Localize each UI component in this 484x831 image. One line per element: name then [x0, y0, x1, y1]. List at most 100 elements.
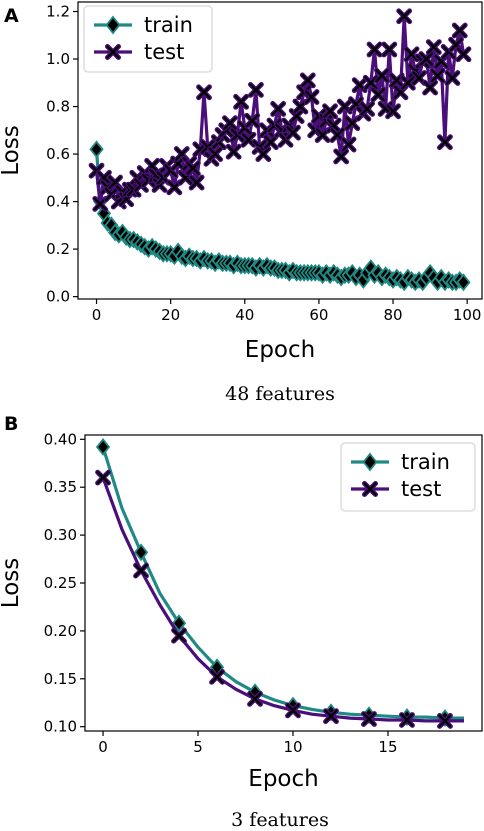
panel-b-caption: 3 features: [231, 809, 329, 831]
series-point-train: [171, 614, 187, 633]
x-tick-label: 60: [309, 306, 328, 324]
series-point-test: [190, 176, 204, 190]
legend-marker-train: [362, 452, 378, 472]
x-tick-label: 100: [453, 306, 482, 324]
series-point-test: [301, 73, 315, 87]
x-tick-label: 40: [235, 306, 254, 324]
series-point-test: [264, 135, 278, 149]
series-point-test: [423, 80, 437, 95]
series-point-test: [241, 133, 256, 147]
panel-a-letter: A: [4, 5, 19, 27]
series-point-test: [96, 471, 110, 485]
y-tick-label: 0.15: [44, 670, 77, 688]
series-point-test: [256, 147, 270, 161]
series-point-test: [382, 42, 396, 57]
y-tick-label: 0.2: [46, 240, 70, 258]
x-axis-label: Epoch: [248, 766, 318, 792]
legend-label-train: train: [144, 13, 193, 37]
series-point-test: [172, 629, 186, 643]
series-point-test: [210, 670, 224, 684]
y-tick-label: 0.30: [44, 526, 77, 544]
series-point-test: [134, 563, 148, 578]
series-point-test: [342, 138, 356, 152]
x-tick-label: 0: [92, 306, 102, 324]
series-point-test: [286, 126, 300, 140]
series-point-test: [397, 9, 411, 23]
series-point-test: [405, 47, 419, 61]
legend-marker-test: [363, 482, 377, 496]
series-point-test: [286, 703, 300, 717]
series-point-test: [453, 23, 467, 38]
series-point-test: [371, 88, 385, 102]
series-point-test: [323, 104, 337, 118]
legend-marker-train: [105, 15, 121, 35]
series-point-test: [208, 147, 222, 161]
series-point-test: [419, 52, 433, 66]
panel-a: A 0 20 40 60 80 100 0.0 0.2 0.4 0.6 0.8 1.0 1.2 Epoch…: [0, 1, 483, 405]
legend: train test: [340, 442, 476, 512]
y-tick-label: 0.25: [44, 574, 77, 592]
series-point-test: [360, 102, 374, 116]
panel-a-caption: 48 features: [225, 383, 335, 405]
y-tick-label: 0.0: [46, 288, 70, 306]
series-point-test: [438, 714, 452, 728]
x-axis-label: Epoch: [245, 337, 315, 363]
panel-b-plot: 0 5 10 15 0.10 0.15 0.20 0.25 0.30 0.35 0.40 Epoch L…: [0, 430, 483, 792]
series-point-test: [334, 149, 348, 163]
series-point-test: [362, 712, 376, 726]
series-point-test: [364, 76, 378, 90]
series-point-test: [430, 69, 445, 83]
series-point-train: [89, 140, 104, 159]
y-tick-label: 0.40: [44, 430, 77, 448]
panel-b: B 0 5 10 15 0.10 0.15 0.20 0.25 0.30 0.35 0.40 Epoc…: [0, 413, 483, 831]
y-tick-label: 0.20: [44, 622, 77, 640]
series-point-test: [304, 90, 319, 104]
y-tick-label: 0.8: [46, 98, 70, 116]
legend-marker-test: [106, 45, 120, 59]
series-point-test: [227, 145, 241, 159]
y-tick-label: 0.10: [44, 718, 77, 736]
legend: train test: [83, 5, 213, 73]
y-axis-label: Loss: [0, 558, 24, 608]
series-point-test: [234, 95, 248, 109]
y-tick-label: 0.6: [46, 145, 70, 163]
legend-label-test: test: [401, 477, 441, 501]
series-point-test: [248, 692, 262, 706]
y-tick-label: 0.4: [46, 193, 70, 211]
series-point-test: [401, 76, 415, 90]
series-point-test: [245, 114, 259, 128]
x-tick-label: 5: [193, 738, 203, 756]
series-point-test: [445, 71, 459, 85]
series-point-test: [456, 47, 471, 61]
series-point-test: [400, 713, 414, 727]
series-point-test: [427, 40, 441, 54]
panel-b-letter: B: [4, 413, 18, 435]
series-point-test: [438, 135, 452, 149]
x-tick-label: 20: [161, 306, 180, 324]
x-tick-label: 80: [383, 306, 402, 324]
series-point-test: [197, 85, 211, 99]
plot-frame: [77, 1, 483, 300]
legend-label-train: train: [401, 450, 450, 474]
panel-a-plot: 0 20 40 60 80 100 0.0 0.2 0.4 0.6 0.8 1.0 1.2 Epoch Lo…: [0, 1, 483, 363]
series-point-test: [324, 709, 338, 723]
series-point-test: [375, 69, 389, 83]
series-point-test: [223, 116, 237, 130]
y-axis-label: Loss: [0, 125, 24, 175]
legend-label-test: test: [144, 40, 184, 64]
series-line-test: [101, 477, 464, 723]
series-point-test: [186, 161, 200, 175]
series-point-test: [271, 102, 285, 116]
series-point-train: [456, 273, 471, 292]
y-tick-label: 1.0: [46, 50, 70, 68]
series-point-test: [249, 83, 263, 97]
series-point-test: [386, 104, 400, 118]
x-tick-label: 15: [378, 738, 397, 756]
y-tick-label: 0.35: [44, 478, 77, 496]
y-tick-label: 1.2: [46, 3, 70, 21]
x-tick-label: 10: [283, 738, 302, 756]
series-point-test: [367, 42, 382, 57]
series-point-train: [95, 438, 111, 456]
series-point-train: [133, 543, 149, 562]
